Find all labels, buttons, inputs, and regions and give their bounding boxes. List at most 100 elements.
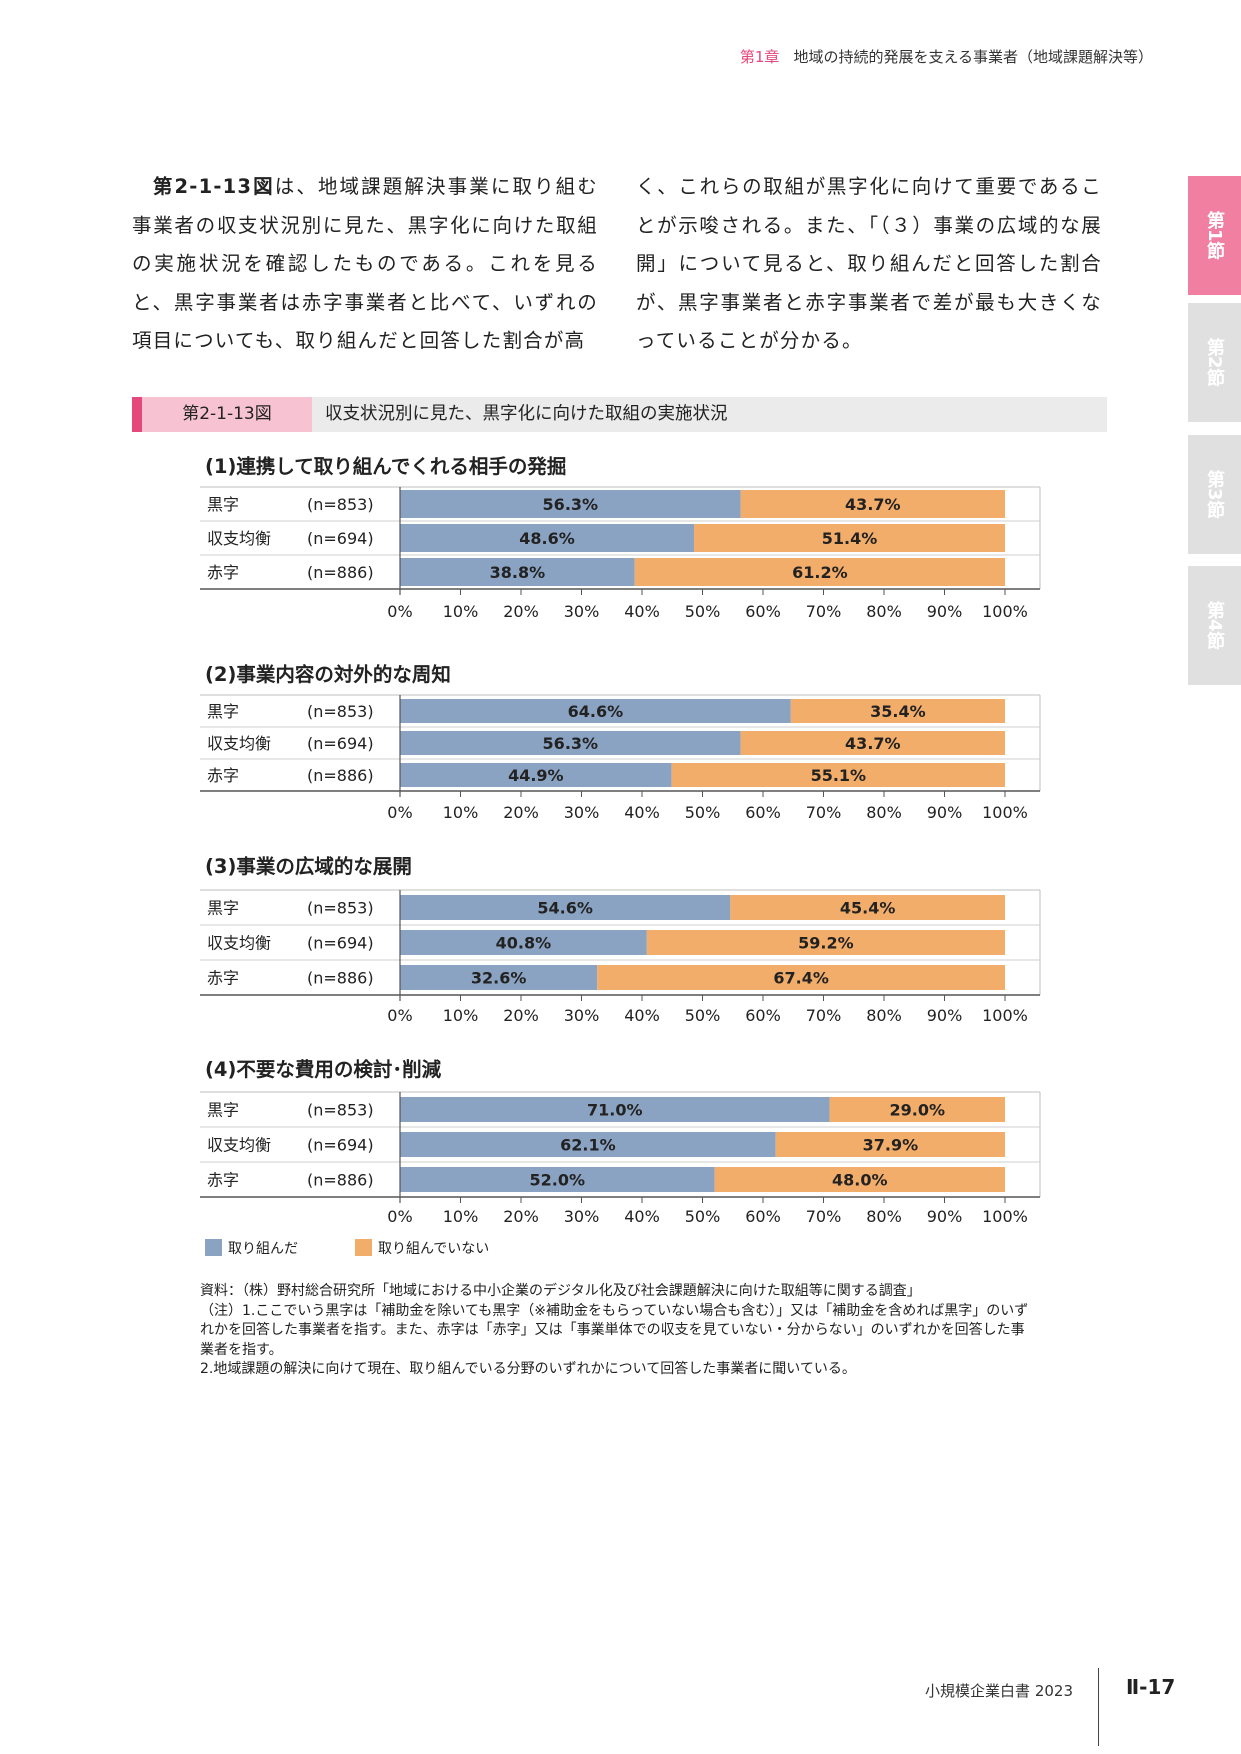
running-header: 第1章 地域の持続的発展を支える事業者（地域課題解決等） bbox=[740, 46, 1153, 67]
bar-segment bbox=[400, 895, 731, 920]
x-tick-label: 10% bbox=[443, 1006, 479, 1025]
bar-segment bbox=[829, 1097, 1005, 1122]
intro-text: 第2-1-13図は、地域課題解決事業に取り組む事業者の収支状況別に見た、黒字化に… bbox=[132, 168, 1102, 361]
bar-segment bbox=[671, 763, 1005, 787]
bar-segment bbox=[400, 1167, 715, 1192]
x-tick-label: 100% bbox=[982, 602, 1028, 621]
data-label: 64.6% bbox=[568, 702, 624, 721]
x-tick-label: 30% bbox=[564, 1207, 600, 1226]
category-label: 赤字 bbox=[207, 1171, 239, 1190]
n-label: (n=886) bbox=[307, 766, 374, 785]
x-tick-label: 90% bbox=[927, 803, 963, 822]
chart-panel-1: 黒字 (n=853) 56.3% 43.7% 収支均衡 (n=694) 48.6% 51.4%… bbox=[200, 486, 1041, 621]
x-tick-label: 70% bbox=[806, 803, 842, 822]
data-label: 62.1% bbox=[560, 1136, 616, 1155]
data-label: 45.4% bbox=[840, 899, 896, 918]
note-1: （注）1.ここでいう黒字は「補助金を除いても黒字（※補助金をもらっていない場合も… bbox=[200, 1302, 1029, 1358]
category-label: 赤字 bbox=[207, 766, 239, 785]
data-label: 48.6% bbox=[519, 529, 575, 548]
x-tick-label: 90% bbox=[927, 1006, 963, 1025]
panel-3-title: (3)事業の広域的な展開 bbox=[205, 855, 412, 878]
data-label: 43.7% bbox=[845, 734, 901, 753]
data-label: 43.7% bbox=[845, 495, 901, 514]
category-label: 収支均衡 bbox=[207, 934, 271, 953]
x-tick-label: 0% bbox=[387, 1207, 412, 1226]
x-tick-label: 30% bbox=[564, 1006, 600, 1025]
chapter-title: 地域の持続的発展を支える事業者（地域課題解決等） bbox=[793, 48, 1153, 66]
bar-segment bbox=[400, 524, 695, 552]
data-label: 52.0% bbox=[530, 1171, 586, 1190]
category-label: 収支均衡 bbox=[207, 529, 271, 548]
section-tab-2[interactable]: 第2節 bbox=[1188, 303, 1241, 422]
x-tick-label: 70% bbox=[806, 1006, 842, 1025]
panel-4-title: (4)不要な費用の検討･削減 bbox=[205, 1058, 442, 1081]
x-tick-label: 60% bbox=[745, 803, 781, 822]
x-tick-label: 60% bbox=[745, 602, 781, 621]
intro-right-column: く、これらの取組が黒字化に向けて重要であることが示唆される。また、「（３）事業の… bbox=[636, 175, 1102, 352]
x-tick-label: 0% bbox=[387, 602, 412, 621]
data-label: 71.0% bbox=[587, 1101, 643, 1120]
x-tick-label: 50% bbox=[685, 1006, 721, 1025]
chart-panel-2: 黒字 (n=853) 64.6% 35.4% 収支均衡 (n=694) 56.3% 43.7%… bbox=[200, 694, 1041, 822]
section-tab-3[interactable]: 第3節 bbox=[1188, 435, 1241, 554]
note-2: 2.地域課題の解決に向けて現在、取り組んでいる分野のいずれかについて回答した事業… bbox=[200, 1361, 856, 1377]
section-tab-4[interactable]: 第4節 bbox=[1188, 566, 1241, 685]
n-label: (n=694) bbox=[307, 529, 374, 548]
bar-segment bbox=[634, 558, 1005, 586]
figure-accent bbox=[132, 397, 142, 432]
data-label: 29.0% bbox=[890, 1101, 946, 1120]
section-tab-3-label: 第3節 bbox=[1204, 470, 1225, 519]
bar-segment bbox=[400, 558, 635, 586]
legend-label-did: 取り組んだ bbox=[228, 1241, 298, 1257]
x-tick-label: 70% bbox=[806, 1207, 842, 1226]
n-label: (n=886) bbox=[307, 969, 374, 988]
footer-divider bbox=[1098, 1668, 1099, 1746]
data-label: 40.8% bbox=[496, 934, 552, 953]
bar-segment bbox=[400, 699, 791, 723]
legend-item-did: 取り組んだ bbox=[205, 1238, 298, 1258]
bar-segment bbox=[400, 490, 741, 518]
x-tick-label: 40% bbox=[624, 602, 660, 621]
x-tick-label: 60% bbox=[745, 1006, 781, 1025]
data-label: 56.3% bbox=[543, 734, 599, 753]
x-tick-label: 40% bbox=[624, 1207, 660, 1226]
section-tab-4-label: 第4節 bbox=[1204, 601, 1225, 650]
x-tick-label: 60% bbox=[745, 1207, 781, 1226]
n-label: (n=853) bbox=[307, 495, 374, 514]
category-label: 赤字 bbox=[207, 563, 239, 582]
intro-left-column: 第2-1-13図は、地域課題解決事業に取り組む事業者の収支状況別に見た、黒字化に… bbox=[132, 168, 598, 361]
data-label: 35.4% bbox=[870, 702, 926, 721]
x-tick-label: 80% bbox=[866, 1207, 902, 1226]
data-label: 48.0% bbox=[832, 1171, 888, 1190]
bar-segment bbox=[730, 895, 1005, 920]
data-label: 59.2% bbox=[798, 934, 854, 953]
x-tick-label: 0% bbox=[387, 803, 412, 822]
category-label: 黒字 bbox=[207, 495, 239, 514]
section-tab-1-label: 第1節 bbox=[1204, 211, 1225, 260]
n-label: (n=853) bbox=[307, 1101, 374, 1120]
chapter-label: 第1章 bbox=[739, 48, 780, 66]
legend-swatch-did bbox=[205, 1239, 222, 1256]
x-tick-label: 80% bbox=[866, 1006, 902, 1025]
n-label: (n=886) bbox=[307, 563, 374, 582]
data-label: 61.2% bbox=[792, 563, 848, 582]
x-tick-label: 10% bbox=[443, 803, 479, 822]
legend-item-not: 取り組んでいない bbox=[355, 1238, 489, 1258]
bar-segment bbox=[400, 930, 647, 955]
bar-segment bbox=[714, 1167, 1005, 1192]
x-tick-label: 10% bbox=[443, 602, 479, 621]
x-tick-label: 20% bbox=[503, 1207, 539, 1226]
data-label: 56.3% bbox=[543, 495, 599, 514]
bar-segment bbox=[775, 1132, 1005, 1157]
x-tick-label: 50% bbox=[685, 602, 721, 621]
x-tick-label: 90% bbox=[927, 1207, 963, 1226]
bar-segment bbox=[400, 731, 741, 755]
section-tab-1[interactable]: 第1節 bbox=[1188, 176, 1241, 295]
bar-segment bbox=[597, 965, 1005, 990]
bar-segment bbox=[740, 490, 1005, 518]
bar-segment bbox=[646, 930, 1005, 955]
category-label: 収支均衡 bbox=[207, 1136, 271, 1155]
page-number: Ⅱ-17 bbox=[1126, 1675, 1176, 1699]
x-tick-label: 20% bbox=[503, 803, 539, 822]
data-label: 55.1% bbox=[811, 766, 867, 785]
